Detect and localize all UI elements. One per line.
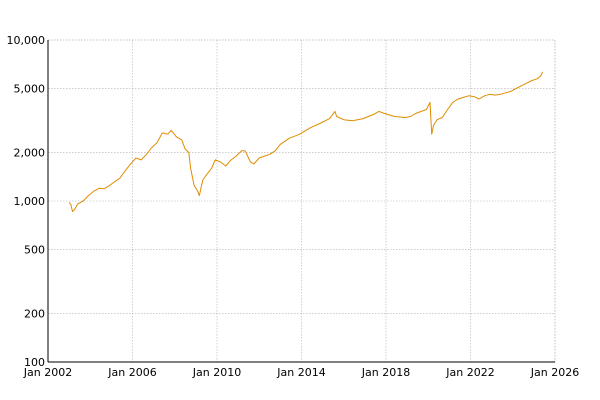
y-tick-label: 2,000 [14, 147, 46, 160]
series-line [68, 71, 544, 212]
series-layer [68, 71, 544, 212]
x-tick-label: Jan 2014 [276, 366, 325, 379]
y-tick-label: 100 [24, 356, 45, 369]
x-tick-label: Jan 2002 [23, 366, 72, 379]
axes: 100 200 500 1,000 2,000 5,000 10,000 Jan 2002 Ja… [7, 34, 580, 379]
x-tick-label: Jan 2022 [445, 366, 494, 379]
y-tick-label: 200 [24, 308, 45, 321]
y-tick-label: 10,000 [7, 34, 46, 47]
y-tick-label: 500 [24, 243, 45, 256]
y-tick-label: 5,000 [14, 82, 46, 95]
y-tick-label: 1,000 [14, 195, 46, 208]
x-tick-label: Jan 2006 [107, 366, 156, 379]
x-tick-label: Jan 2010 [192, 366, 241, 379]
x-tick-label: Jan 2018 [361, 366, 410, 379]
x-tick-label: Jan 2026 [530, 366, 579, 379]
grid [47, 39, 556, 363]
